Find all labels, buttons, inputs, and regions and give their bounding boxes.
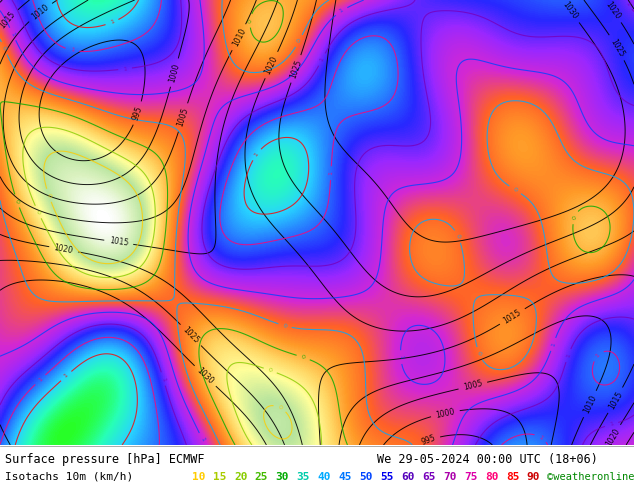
Text: 70: 70 — [443, 472, 456, 482]
Text: 1010: 1010 — [30, 2, 51, 22]
Text: 0: 0 — [277, 405, 283, 411]
Text: 0: 0 — [283, 323, 288, 329]
Text: 1005: 1005 — [176, 107, 190, 128]
Text: 0: 0 — [247, 19, 253, 23]
Text: 1020: 1020 — [53, 243, 74, 255]
Text: 20: 20 — [234, 472, 247, 482]
Text: 1010: 1010 — [581, 393, 598, 415]
Text: 60: 60 — [401, 472, 415, 482]
Text: 15: 15 — [213, 472, 226, 482]
Text: 1: 1 — [398, 355, 403, 359]
Text: 1: 1 — [339, 8, 344, 14]
Text: 1025: 1025 — [608, 37, 626, 58]
Text: 80: 80 — [485, 472, 498, 482]
Text: 1025: 1025 — [181, 325, 201, 345]
Text: 995: 995 — [131, 105, 145, 122]
Text: 995: 995 — [420, 434, 437, 447]
Text: 1005: 1005 — [462, 379, 483, 392]
Text: 0: 0 — [35, 209, 41, 215]
Text: 1: 1 — [10, 31, 16, 37]
Text: Surface pressure [hPa] ECMWF: Surface pressure [hPa] ECMWF — [5, 453, 205, 466]
Text: 0: 0 — [476, 351, 482, 356]
Text: 1: 1 — [254, 151, 260, 158]
Text: Isotachs 10m (km/h): Isotachs 10m (km/h) — [5, 472, 133, 482]
Text: 45: 45 — [339, 472, 352, 482]
Text: 1: 1 — [160, 376, 166, 382]
Text: 30: 30 — [276, 472, 289, 482]
Text: 90: 90 — [527, 472, 540, 482]
Text: 1015: 1015 — [108, 237, 129, 248]
Text: ©weatheronline.co.uk: ©weatheronline.co.uk — [547, 472, 634, 482]
Text: 1: 1 — [595, 352, 601, 359]
Text: 50: 50 — [359, 472, 373, 482]
Text: 65: 65 — [422, 472, 436, 482]
Text: 0: 0 — [46, 193, 52, 198]
Text: 0: 0 — [14, 198, 20, 204]
Text: 1000: 1000 — [167, 62, 181, 83]
Text: 40: 40 — [318, 472, 331, 482]
Text: 1030: 1030 — [195, 366, 216, 386]
Text: 1: 1 — [550, 342, 556, 347]
Text: 55: 55 — [380, 472, 394, 482]
Text: 75: 75 — [464, 472, 477, 482]
Text: 1020: 1020 — [263, 54, 280, 75]
Text: 0: 0 — [572, 215, 578, 220]
Text: 1: 1 — [199, 437, 205, 442]
Text: 1015: 1015 — [607, 390, 624, 411]
Text: 1: 1 — [328, 171, 333, 175]
Text: 1020: 1020 — [604, 0, 622, 21]
Text: 1015: 1015 — [0, 10, 18, 31]
Text: 1: 1 — [110, 19, 115, 25]
Text: 1: 1 — [70, 48, 75, 53]
Text: 0: 0 — [301, 354, 306, 361]
Text: 0: 0 — [268, 368, 273, 373]
Text: 1: 1 — [63, 373, 69, 379]
Text: 0: 0 — [1, 46, 8, 51]
Text: We 29-05-2024 00:00 UTC (18+06): We 29-05-2024 00:00 UTC (18+06) — [377, 453, 598, 466]
Text: 1000: 1000 — [435, 407, 456, 419]
Text: 1: 1 — [566, 353, 571, 358]
Text: 1010: 1010 — [231, 26, 247, 48]
Text: 1025: 1025 — [288, 58, 304, 79]
Text: 1015: 1015 — [502, 308, 523, 325]
Text: 1: 1 — [123, 66, 127, 72]
Text: 1: 1 — [609, 421, 614, 427]
Text: 85: 85 — [506, 472, 519, 482]
Text: 1: 1 — [538, 434, 544, 441]
Text: 0: 0 — [455, 234, 461, 239]
Text: 0: 0 — [296, 38, 302, 44]
Text: 10: 10 — [192, 472, 205, 482]
Text: 1030: 1030 — [561, 0, 579, 21]
Text: 25: 25 — [255, 472, 268, 482]
Text: 35: 35 — [297, 472, 310, 482]
Text: 0: 0 — [512, 187, 518, 193]
Text: 1: 1 — [624, 0, 631, 7]
Text: 1020: 1020 — [604, 427, 621, 448]
Text: 1: 1 — [319, 57, 325, 62]
Text: 1: 1 — [37, 376, 43, 383]
